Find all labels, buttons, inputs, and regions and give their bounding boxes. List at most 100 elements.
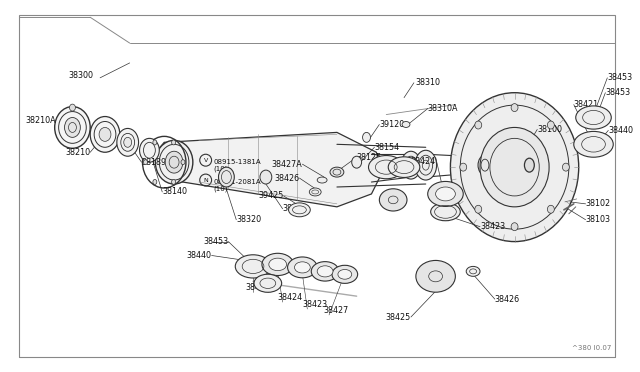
Text: 38423: 38423 bbox=[480, 222, 505, 231]
Ellipse shape bbox=[428, 182, 463, 206]
Ellipse shape bbox=[416, 260, 455, 292]
Text: 38300: 38300 bbox=[68, 71, 93, 80]
Text: 38427: 38427 bbox=[323, 306, 348, 315]
Text: 38424: 38424 bbox=[410, 157, 436, 166]
Ellipse shape bbox=[338, 269, 352, 279]
Ellipse shape bbox=[269, 258, 287, 271]
Ellipse shape bbox=[480, 128, 549, 207]
Ellipse shape bbox=[511, 156, 522, 174]
Text: 08915-1381A: 08915-1381A bbox=[214, 159, 261, 165]
Ellipse shape bbox=[65, 118, 81, 137]
Ellipse shape bbox=[436, 187, 455, 201]
Text: 38440: 38440 bbox=[187, 251, 212, 260]
Ellipse shape bbox=[478, 155, 492, 175]
Text: 38165: 38165 bbox=[283, 204, 308, 213]
Ellipse shape bbox=[451, 93, 579, 241]
Ellipse shape bbox=[547, 121, 554, 129]
Ellipse shape bbox=[236, 255, 271, 278]
Ellipse shape bbox=[576, 106, 611, 129]
Text: 38440: 38440 bbox=[608, 126, 634, 135]
Ellipse shape bbox=[475, 205, 482, 213]
Ellipse shape bbox=[524, 158, 534, 172]
Ellipse shape bbox=[352, 156, 362, 168]
Ellipse shape bbox=[415, 150, 436, 180]
Ellipse shape bbox=[289, 203, 310, 217]
Ellipse shape bbox=[475, 121, 482, 129]
Text: 38189: 38189 bbox=[141, 158, 166, 167]
Text: 38453: 38453 bbox=[245, 283, 271, 292]
Text: 38154: 38154 bbox=[374, 143, 399, 152]
Ellipse shape bbox=[181, 160, 185, 165]
Ellipse shape bbox=[309, 188, 321, 196]
Ellipse shape bbox=[262, 253, 294, 276]
Ellipse shape bbox=[369, 155, 404, 179]
Text: 38102: 38102 bbox=[586, 199, 611, 208]
Text: 38424: 38424 bbox=[278, 293, 303, 302]
Ellipse shape bbox=[287, 257, 317, 278]
Text: 38426: 38426 bbox=[275, 174, 300, 183]
Text: (10): (10) bbox=[214, 186, 228, 192]
Text: 38140: 38140 bbox=[163, 187, 188, 196]
Ellipse shape bbox=[466, 266, 480, 276]
Ellipse shape bbox=[294, 262, 310, 273]
Ellipse shape bbox=[54, 107, 90, 148]
Text: 38210: 38210 bbox=[65, 148, 90, 157]
Ellipse shape bbox=[172, 140, 175, 145]
Text: 39425: 39425 bbox=[259, 192, 284, 201]
Text: 38423: 38423 bbox=[302, 300, 328, 309]
Ellipse shape bbox=[402, 122, 410, 128]
Ellipse shape bbox=[172, 179, 175, 185]
Ellipse shape bbox=[165, 151, 183, 173]
Ellipse shape bbox=[156, 140, 193, 184]
Ellipse shape bbox=[140, 138, 159, 162]
Ellipse shape bbox=[511, 223, 518, 231]
Ellipse shape bbox=[363, 132, 371, 142]
Text: 38310: 38310 bbox=[416, 78, 441, 87]
Ellipse shape bbox=[124, 137, 132, 147]
Text: 38210A: 38210A bbox=[25, 116, 56, 125]
Ellipse shape bbox=[117, 128, 139, 156]
Ellipse shape bbox=[330, 167, 344, 177]
Text: V: V bbox=[204, 158, 208, 163]
Ellipse shape bbox=[153, 140, 157, 145]
Ellipse shape bbox=[511, 104, 518, 112]
Ellipse shape bbox=[260, 170, 272, 184]
Text: 38453: 38453 bbox=[607, 73, 632, 82]
Ellipse shape bbox=[380, 189, 407, 211]
Ellipse shape bbox=[254, 274, 282, 292]
Ellipse shape bbox=[218, 167, 234, 187]
Text: 39120: 39120 bbox=[380, 120, 404, 129]
Ellipse shape bbox=[317, 266, 333, 277]
Ellipse shape bbox=[401, 151, 421, 179]
Ellipse shape bbox=[563, 163, 570, 171]
Ellipse shape bbox=[143, 160, 147, 165]
Text: (10): (10) bbox=[214, 166, 228, 172]
Text: 38125: 38125 bbox=[356, 153, 382, 162]
Ellipse shape bbox=[317, 177, 327, 183]
Text: 38100: 38100 bbox=[537, 125, 563, 134]
Ellipse shape bbox=[460, 163, 467, 171]
Ellipse shape bbox=[431, 203, 460, 221]
Text: 38453: 38453 bbox=[605, 88, 630, 97]
Text: 38425: 38425 bbox=[386, 312, 411, 321]
Ellipse shape bbox=[153, 179, 157, 185]
Text: 08911-2081A: 08911-2081A bbox=[214, 179, 261, 185]
Text: 38421: 38421 bbox=[574, 100, 599, 109]
Ellipse shape bbox=[70, 104, 76, 111]
Text: 38426: 38426 bbox=[495, 295, 520, 304]
Ellipse shape bbox=[574, 131, 613, 157]
Text: ^380 l0.07: ^380 l0.07 bbox=[572, 345, 611, 351]
Text: 38427A: 38427A bbox=[271, 160, 302, 169]
Ellipse shape bbox=[388, 157, 420, 177]
Text: 38310A: 38310A bbox=[428, 104, 458, 113]
Ellipse shape bbox=[547, 205, 554, 213]
Polygon shape bbox=[154, 132, 381, 207]
Ellipse shape bbox=[332, 265, 358, 283]
Text: 38453: 38453 bbox=[204, 237, 228, 246]
Ellipse shape bbox=[90, 116, 120, 152]
Text: 38103: 38103 bbox=[586, 215, 611, 224]
Text: N: N bbox=[204, 177, 208, 183]
Ellipse shape bbox=[311, 262, 339, 281]
Ellipse shape bbox=[99, 128, 111, 141]
Text: 38320: 38320 bbox=[236, 215, 261, 224]
